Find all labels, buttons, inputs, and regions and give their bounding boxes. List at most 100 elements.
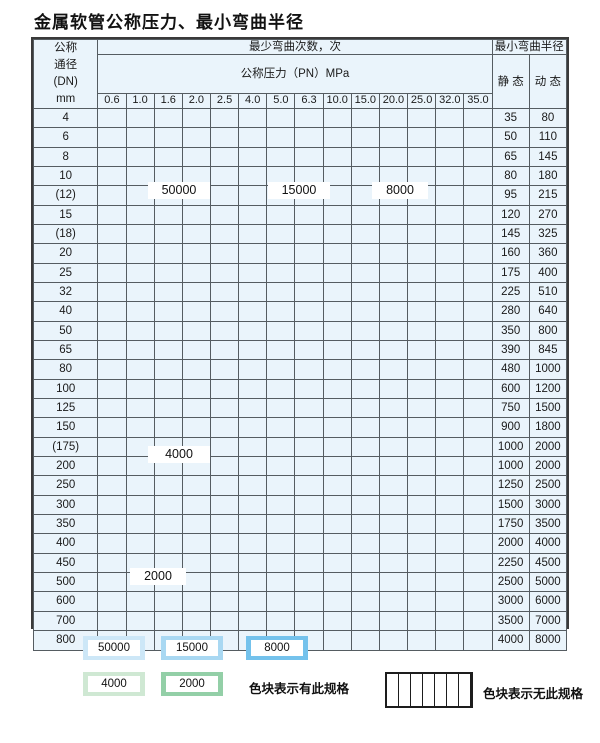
row-dn-label: 600 xyxy=(32,591,99,612)
spec-cell xyxy=(181,397,211,419)
spec-cell xyxy=(181,301,211,322)
dynamic-radius-value: 215 xyxy=(528,185,568,206)
zone-label: 15000 xyxy=(268,182,330,199)
spec-cell xyxy=(350,552,380,573)
spec-cell xyxy=(266,107,296,129)
spec-cell xyxy=(181,127,211,148)
spec-cell xyxy=(322,146,352,167)
row-dn-label: 450 xyxy=(32,552,99,573)
spec-cell xyxy=(435,610,465,631)
spec-cell xyxy=(209,339,240,361)
spec-cell xyxy=(153,397,183,419)
spec-cell xyxy=(238,436,268,457)
spec-cell xyxy=(97,339,127,361)
spec-cell xyxy=(238,571,268,593)
spec-cell xyxy=(153,320,183,341)
spec-cell xyxy=(209,107,240,129)
spec-cell xyxy=(463,339,493,361)
spec-cell xyxy=(435,107,465,129)
spec-cell xyxy=(181,339,211,361)
spec-cell xyxy=(97,262,127,283)
spec-cell xyxy=(266,610,296,631)
spec-cell xyxy=(350,417,380,438)
spec-cell xyxy=(125,552,155,573)
spec-cell xyxy=(322,475,352,496)
spec-cell xyxy=(435,533,465,554)
header-dn-line: mm xyxy=(56,93,76,105)
legend-swatch-label: 2000 xyxy=(166,676,218,692)
dynamic-radius-value: 360 xyxy=(528,243,568,264)
header-pressure-1.0: 1.0 xyxy=(125,93,155,109)
spec-cell xyxy=(125,301,155,322)
spec-cell xyxy=(463,301,493,322)
spec-cell xyxy=(435,397,465,419)
spec-cell xyxy=(322,591,352,612)
header-pressure-2.5: 2.5 xyxy=(209,93,240,109)
spec-cell xyxy=(294,533,324,554)
dynamic-radius-value: 145 xyxy=(528,146,568,167)
spec-cell xyxy=(294,591,324,612)
spec-cell xyxy=(266,378,296,399)
spec-cell xyxy=(294,359,324,380)
spec-cell xyxy=(266,455,296,477)
table-row: 700 3500 7000 xyxy=(32,610,568,631)
spec-cell xyxy=(378,552,409,573)
spec-cell xyxy=(97,475,127,496)
spec-cell xyxy=(97,494,127,515)
spec-cell xyxy=(407,281,437,303)
spec-cell xyxy=(378,629,409,651)
spec-cell xyxy=(209,455,240,477)
spec-cell xyxy=(463,571,493,593)
table-row: 350 1750 3500 xyxy=(32,513,568,535)
spec-cell xyxy=(322,417,352,438)
table-row: (175) 1000 2000 xyxy=(32,436,568,457)
spec-cell xyxy=(378,455,409,477)
row-dn-label: 20 xyxy=(32,243,99,264)
table-row: 10 80 180 xyxy=(32,165,568,187)
static-radius-value: 1000 xyxy=(491,436,530,457)
dynamic-radius-value: 1500 xyxy=(528,397,568,419)
row-dn-label: 40 xyxy=(32,301,99,322)
spec-cell xyxy=(407,533,437,554)
spec-cell xyxy=(181,243,211,264)
spec-cell xyxy=(407,571,437,593)
spec-cell xyxy=(294,223,324,245)
spec-cell xyxy=(125,533,155,554)
spec-cell xyxy=(209,475,240,496)
static-radius-value: 65 xyxy=(491,146,530,167)
spec-cell xyxy=(97,591,127,612)
table-row: 32 225 510 xyxy=(32,281,568,303)
spec-cell xyxy=(97,301,127,322)
spec-table: 公称 通径 (DN) mm 最少弯曲次数，次 最小弯曲半径 公称压力（PN）MPa 静… xyxy=(32,38,568,651)
spec-cell xyxy=(407,397,437,419)
spec-cell xyxy=(463,107,493,129)
spec-cell xyxy=(350,494,380,515)
row-dn-label: 125 xyxy=(32,397,99,419)
spec-cell xyxy=(463,475,493,496)
table-row: 300 1500 3000 xyxy=(32,494,568,515)
header-nominal-pressure: 公称压力（PN）MPa xyxy=(97,54,493,95)
spec-cell xyxy=(294,127,324,148)
spec-cell xyxy=(209,591,240,612)
spec-cell xyxy=(435,571,465,593)
header-pressure-2.0: 2.0 xyxy=(181,93,211,109)
spec-cell xyxy=(463,243,493,264)
static-radius-value: 900 xyxy=(491,417,530,438)
spec-cell xyxy=(97,320,127,341)
header-dn-line: (DN) xyxy=(53,76,78,88)
zone-label: 2000 xyxy=(130,568,186,585)
spec-cell xyxy=(266,262,296,283)
spec-cell xyxy=(209,165,240,187)
static-radius-value: 2000 xyxy=(491,533,530,554)
row-dn-label: 100 xyxy=(32,378,99,399)
dynamic-radius-value: 845 xyxy=(528,339,568,361)
static-radius-value: 480 xyxy=(491,359,530,380)
legend-swatch: 8000 xyxy=(246,636,308,660)
spec-cell xyxy=(209,397,240,419)
spec-cell xyxy=(266,127,296,148)
spec-cell xyxy=(181,165,211,187)
spec-cell xyxy=(209,185,240,206)
spec-cell xyxy=(350,107,380,129)
dynamic-radius-value: 8000 xyxy=(528,629,568,651)
spec-cell xyxy=(322,494,352,515)
